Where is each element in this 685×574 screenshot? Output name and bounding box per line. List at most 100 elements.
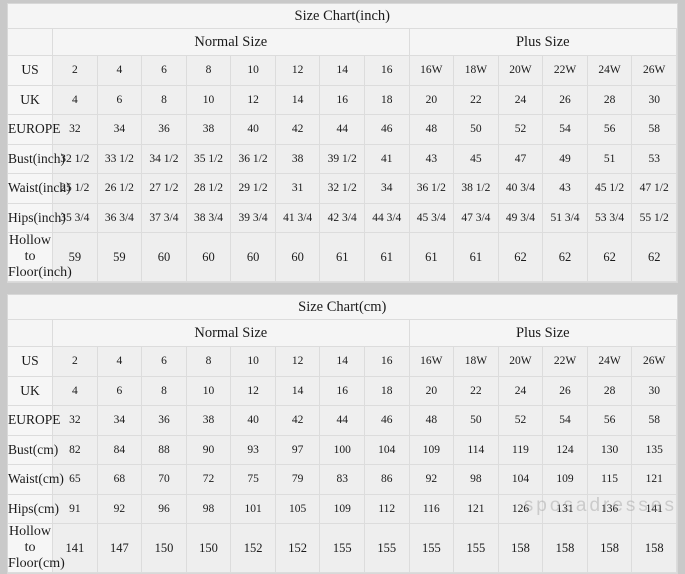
table-cell: 109 [319,493,365,524]
table-cell: 8 [141,84,187,115]
table-cell: 59 [96,232,143,282]
table-row: US 2 4 6 8 10 12 14 16 16W 18W 20W 22W 24W 26W [8,55,677,86]
table-row: Waist(cm) 65 68 70 72 75 79 83 86 92 98 104 109 115 12… [8,464,677,495]
table-cell: 16 [319,375,365,406]
table-row: Waist(inch) 25 1/2 26 1/2 27 1/2 28 1/2 29 1/… [8,173,677,204]
table-cell: 42 [274,405,321,436]
table-cell: 38 3/4 [185,202,232,233]
table-cell: 150 [141,523,187,573]
table-cell: 20 [408,375,455,406]
table-row: UK 4 6 8 10 12 14 16 18 20 22 24 26 28 30 [8,375,677,406]
table-cell: 124 [542,434,588,465]
table-cell: 141 [52,523,98,573]
table-cell: 24 [497,375,544,406]
table-cell: 109 [408,434,455,465]
table-cell: 152 [274,523,321,573]
table-cell: 135 [631,434,677,465]
row-label: UK [8,84,54,115]
table-cell: 86 [364,464,410,495]
table-cell: 61 [319,232,365,282]
row-label: Waist(cm) [8,464,64,495]
table-row: Hips(cm) 91 92 96 98 101 105 109 112 116 121 126 131… [8,493,677,524]
table-row: UK 4 6 8 10 12 14 16 18 20 22 24 26 28 30 [8,84,677,115]
table-cell: 18 [364,84,410,115]
row-label: Hips(inch) [8,202,66,233]
table-cell: 30 [631,375,677,406]
table-cell: 62 [497,232,544,282]
table-cell: 84 [96,434,143,465]
chart-title-row: Size Chart(inch) [8,4,677,29]
table-cell: 16 [319,84,365,115]
table-cell: 92 [408,464,455,495]
table-cell: 90 [185,434,232,465]
table-cell: 112 [364,493,410,524]
table-cell: 130 [586,434,633,465]
table-cell: 92 [96,493,143,524]
table-cell: 104 [364,434,410,465]
table-cell: 155 [408,523,455,573]
table-cell: 47 1/2 [631,173,677,204]
table-cell: 38 [185,114,232,145]
table-cell: 6 [96,375,143,406]
group-header-plus-size: Plus Size [408,28,678,56]
table-cell: 25 1/2 [52,173,98,204]
table-cell: 55 1/2 [631,202,677,233]
table-cell: 115 [586,464,633,495]
table-cell: 60 [185,232,232,282]
table-cell: 93 [230,434,276,465]
table-cell: 12 [274,55,321,86]
size-chart-cm-body: Size Chart(cm) Normal Size Plus Size US 2 4 6 8… [8,295,678,573]
table-cell: 152 [230,523,276,573]
table-cell: 32 1/2 [319,173,365,204]
table-cell: 101 [230,493,276,524]
table-cell: 32 [52,405,98,436]
table-cell: 40 [230,405,276,436]
table-cell: 65 [52,464,98,495]
table-cell: 119 [497,434,544,465]
size-chart-page: Size Chart(inch) Normal Size Plus Size US 2 4… [7,3,678,574]
table-cell: 4 [52,375,98,406]
table-cell: 61 [364,232,410,282]
table-cell: 45 [453,143,499,174]
table-cell: 16W [408,346,455,377]
table-cell: 56 [586,405,633,436]
table-cell: 48 [408,405,455,436]
table-cell: 62 [631,232,677,282]
table-cell: 75 [230,464,276,495]
table-cell: 43 [408,143,455,174]
row-label: US [8,346,54,377]
table-cell: 44 [319,114,365,145]
table-cell: 18W [453,55,499,86]
table-cell: 83 [319,464,365,495]
table-cell: 31 [274,173,321,204]
table-cell: 126 [497,493,544,524]
table-cell: 35 1/2 [185,143,232,174]
table-cell: 62 [542,232,588,282]
size-chart-cm-table: Size Chart(cm) Normal Size Plus Size US 2 4 6 8… [8,295,678,573]
group-header-blank-cell [8,319,54,347]
table-cell: 61 [408,232,455,282]
table-cell: 14 [274,375,321,406]
table-cell: 155 [319,523,365,573]
table-cell: 48 [408,114,455,145]
table-cell: 8 [185,346,232,377]
table-cell: 20 [408,84,455,115]
row-label: Bust(inch) [8,143,65,174]
table-cell: 41 3/4 [274,202,321,233]
table-cell: 2 [52,346,98,377]
table-cell: 12 [230,375,276,406]
table-cell: 14 [319,346,365,377]
table-cell: 29 1/2 [230,173,276,204]
table-cell: 44 [319,405,365,436]
table-cell: 22W [542,346,588,377]
table-row: US 2 4 6 8 10 12 14 16 16W 18W 20W 22W 24W 26W [8,346,677,377]
table-cell: 158 [542,523,588,573]
table-cell: 14 [274,84,321,115]
group-header-normal-size: Normal Size [52,28,410,56]
group-header-normal-size: Normal Size [52,319,410,347]
table-cell: 33 1/2 [96,143,143,174]
table-cell: 59 [52,232,98,282]
table-cell: 14 [319,55,365,86]
table-cell: 52 [497,405,544,436]
table-cell: 150 [185,523,232,573]
